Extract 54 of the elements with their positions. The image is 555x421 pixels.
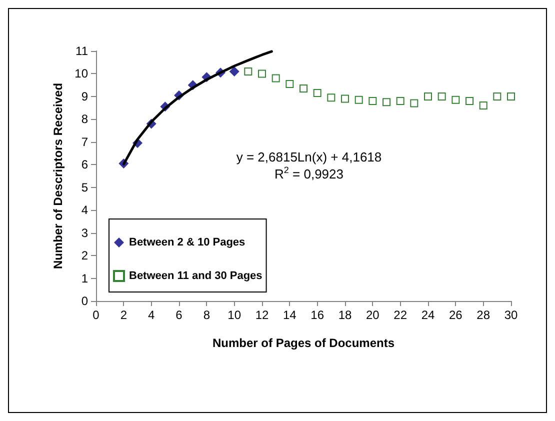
- x-tick-label: 8: [203, 308, 210, 322]
- point: [382, 98, 390, 106]
- annotation: y = 2,6815Ln(x) + 4,1618: [236, 150, 382, 164]
- y-tick-label: 0: [81, 294, 88, 308]
- y-tick-label: 10: [74, 66, 88, 81]
- x-tick-label: 22: [394, 308, 408, 322]
- point: [341, 94, 349, 103]
- x-tick-label: 26: [448, 308, 463, 322]
- point: [507, 92, 515, 100]
- legend-label: Between 11 and 30 Pages: [129, 270, 262, 282]
- x-tick-label: 20: [366, 308, 380, 322]
- point: [452, 96, 460, 104]
- point: [438, 92, 446, 100]
- point: [313, 89, 322, 98]
- point: [300, 84, 308, 92]
- point: [479, 102, 488, 110]
- point: [244, 67, 252, 76]
- x-tick-label: 12: [255, 308, 269, 322]
- x-tick-label: 28: [476, 308, 490, 322]
- x-tick-label: 24: [421, 308, 435, 322]
- point: [410, 99, 418, 108]
- legend-label: Between 2 & 10 Pages: [129, 236, 246, 248]
- point: [466, 97, 474, 105]
- x-tick-label: 0: [92, 308, 100, 322]
- x-tick-label: 14: [282, 308, 297, 322]
- point: [368, 97, 377, 105]
- x-tick-label: 30: [504, 308, 518, 322]
- point: [354, 96, 363, 104]
- y-tick-label: 2: [81, 248, 88, 263]
- point: [396, 97, 404, 105]
- point: [493, 92, 502, 100]
- point: [229, 66, 240, 76]
- y-tick-label: 4: [81, 203, 88, 218]
- x-tick-label: 16: [310, 308, 324, 322]
- point: [327, 94, 336, 102]
- point: [286, 80, 294, 88]
- x-tick-label: 18: [338, 308, 352, 322]
- point: [258, 70, 266, 78]
- y-tick-label: 5: [81, 180, 88, 194]
- x-tick-label: 4: [148, 308, 155, 322]
- x-tick-label: 2: [120, 308, 128, 322]
- y-tick-label: 3: [81, 226, 88, 240]
- point: [424, 92, 432, 100]
- x-tick-label: 6: [176, 308, 183, 322]
- y-axis-title: Number of Descriptors Received: [50, 82, 65, 270]
- point: [272, 74, 280, 82]
- y-tick-label: 11: [76, 44, 88, 58]
- y-tick-label: 9: [81, 89, 88, 104]
- y-tick-label: 7: [81, 134, 88, 149]
- y-tick-label: 6: [81, 158, 88, 172]
- x-tick-label: 10: [228, 308, 242, 322]
- y-tick-label: 8: [81, 112, 88, 126]
- y-tick-label: 1: [81, 271, 88, 286]
- x-axis-title: Number of Pages of Documents: [212, 336, 395, 350]
